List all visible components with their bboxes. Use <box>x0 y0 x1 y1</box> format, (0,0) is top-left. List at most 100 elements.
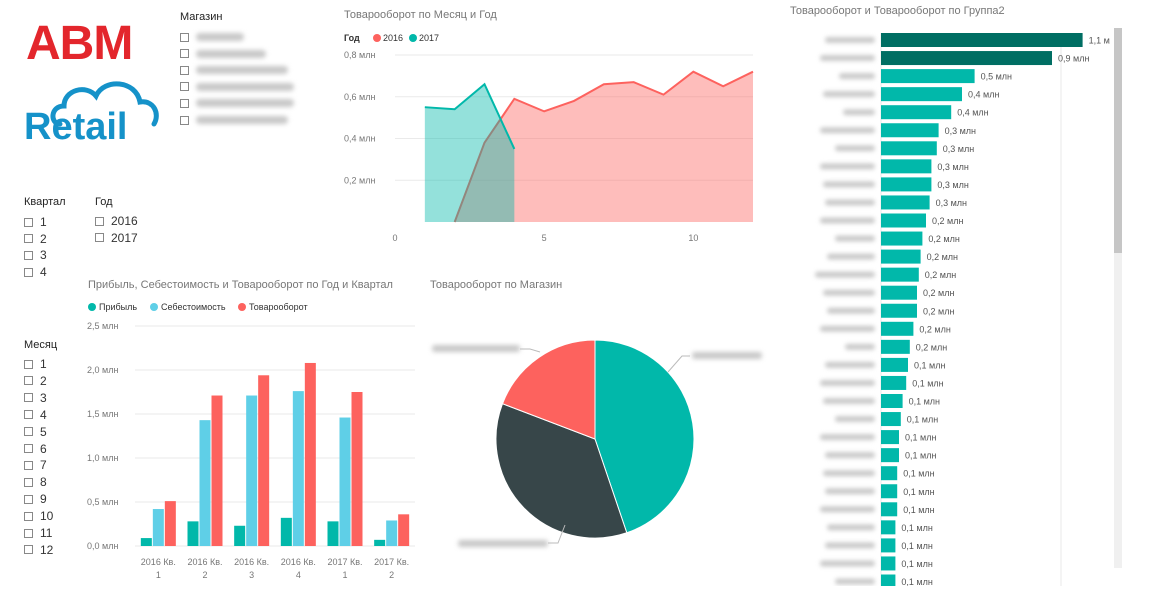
bar <box>881 466 898 481</box>
month-slicer-item[interactable]: 6 <box>24 441 47 457</box>
bar-chart-title: Товарооборот и Товарооборот по Группа2 <box>790 5 1005 17</box>
scrollbar-thumb[interactable] <box>1114 28 1122 253</box>
category-label-blurred <box>820 217 875 224</box>
checkbox[interactable] <box>24 494 33 504</box>
checkbox[interactable] <box>24 234 33 244</box>
slicer-item-label: 2017 <box>111 230 138 245</box>
checkbox[interactable] <box>24 250 33 260</box>
checkbox[interactable] <box>24 393 33 403</box>
checkbox[interactable] <box>24 410 33 420</box>
bar <box>881 321 914 336</box>
checkbox[interactable] <box>180 32 189 42</box>
bar-chart-scrollbar[interactable] <box>1114 28 1122 568</box>
y-tick-label: 2,0 млн <box>87 365 118 375</box>
store-slicer-item[interactable] <box>180 46 266 62</box>
month-slicer-item[interactable]: 7 <box>24 457 47 473</box>
month-slicer-item[interactable]: 5 <box>24 424 47 440</box>
legend-label: 2016 <box>383 33 403 43</box>
month-slicer-item[interactable]: 4 <box>24 407 47 423</box>
slicer-item-label: 9 <box>40 492 47 507</box>
bar-Товарооборот <box>304 362 316 546</box>
store-slicer-item[interactable] <box>180 29 244 45</box>
logo-abm: ABM <box>26 17 133 70</box>
checkbox[interactable] <box>180 82 189 92</box>
category-label-blurred <box>825 199 875 206</box>
month-slicer-item[interactable]: 2 <box>24 373 47 389</box>
bar-Товарооборот <box>164 501 176 546</box>
category-label-blurred <box>835 578 875 585</box>
area-chart: Год 2016 2017 0,2 млн 0,4 млн 0,6 млн 0,8 млн 0… <box>344 33 754 243</box>
data-label: 0,2 млн <box>932 216 963 226</box>
category-label-blurred <box>820 379 875 386</box>
area-2016 <box>454 71 753 222</box>
category-label-blurred <box>843 109 875 116</box>
month-slicer-item[interactable]: 9 <box>24 491 47 507</box>
category-label-blurred <box>825 452 875 459</box>
category-label-blurred <box>839 73 875 80</box>
checkbox[interactable] <box>24 511 33 521</box>
data-label: 0,1 млн <box>901 577 932 586</box>
checkbox[interactable] <box>24 528 33 538</box>
quarter-slicer-item[interactable]: 2 <box>24 231 47 247</box>
data-label: 0,2 млн <box>916 342 947 352</box>
x-tick-label: 1 <box>342 570 347 580</box>
data-label: 0,2 млн <box>925 270 956 280</box>
checkbox[interactable] <box>24 477 33 487</box>
checkbox[interactable] <box>24 376 33 386</box>
checkbox[interactable] <box>180 98 189 108</box>
bar <box>881 51 1052 66</box>
bar <box>881 105 952 120</box>
year-slicer-item[interactable]: 2016 <box>95 213 138 229</box>
data-label: 0,1 млн <box>912 378 943 388</box>
bar-Товарооборот <box>351 392 363 546</box>
category-label-blurred <box>820 434 875 441</box>
slicer-item-label: 1 <box>40 215 47 229</box>
x-tick-label: 2017 Кв. <box>327 557 362 567</box>
slicer-item-label: 11 <box>40 526 53 540</box>
category-label-blurred <box>823 470 875 477</box>
checkbox[interactable] <box>24 359 33 369</box>
store-slicer-title: Магазин <box>180 11 223 23</box>
bar <box>881 394 903 408</box>
checkbox[interactable] <box>180 49 189 59</box>
pie-label-blurred <box>458 540 548 547</box>
quarter-slicer-item[interactable]: 1 <box>24 214 47 230</box>
data-label: 1,1 млн <box>1089 36 1110 46</box>
bar <box>881 195 930 210</box>
checkbox[interactable] <box>24 545 33 555</box>
month-slicer-item[interactable]: 1 <box>24 356 47 372</box>
quarter-slicer-item[interactable]: 4 <box>24 264 47 280</box>
store-slicer-item[interactable] <box>180 112 288 128</box>
category-label-blurred <box>820 325 875 332</box>
category-label-blurred <box>820 506 875 513</box>
quarter-slicer-item[interactable]: 3 <box>24 247 47 263</box>
checkbox[interactable] <box>24 444 33 453</box>
month-slicer-item[interactable]: 11 <box>24 525 52 541</box>
category-label-blurred <box>823 289 875 296</box>
checkbox[interactable] <box>24 217 33 227</box>
checkbox[interactable] <box>95 216 104 226</box>
data-label: 0,1 млн <box>903 469 934 479</box>
store-slicer-item[interactable] <box>180 79 294 95</box>
checkbox[interactable] <box>24 427 33 437</box>
store-slicer-item[interactable] <box>180 62 288 78</box>
store-slicer-item[interactable] <box>180 95 294 111</box>
checkbox[interactable] <box>180 115 189 125</box>
month-slicer-item[interactable]: 12 <box>24 542 53 558</box>
data-label: 0,1 млн <box>907 415 938 425</box>
slicer-item-label: 2016 <box>111 214 138 228</box>
bar <box>881 267 919 282</box>
year-slicer-item[interactable]: 2017 <box>95 230 138 246</box>
month-slicer-item[interactable]: 3 <box>24 390 47 406</box>
checkbox[interactable] <box>95 233 104 242</box>
bar <box>881 448 899 463</box>
bar <box>881 303 917 318</box>
category-label-blurred <box>825 542 875 549</box>
checkbox[interactable] <box>24 267 33 277</box>
checkbox[interactable] <box>24 460 33 470</box>
month-slicer-item[interactable]: 10 <box>24 508 53 524</box>
month-slicer-item[interactable]: 8 <box>24 474 47 490</box>
pie-slice <box>495 403 628 539</box>
bar <box>881 484 898 499</box>
checkbox[interactable] <box>180 65 189 75</box>
